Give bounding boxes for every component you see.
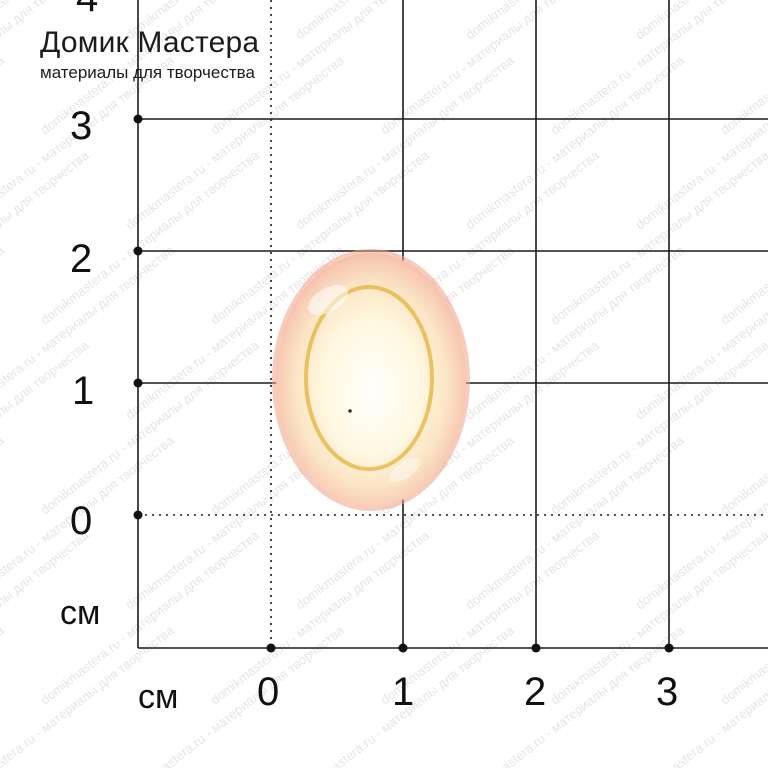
tick-dot [133,246,143,256]
grid-lines [137,0,768,649]
x-tick-label: 0 [257,670,280,714]
watermark-text: domikmastera.ru - материалы для творчест… [718,0,768,137]
tick-dot [398,643,408,653]
x-tick-label: 2 [524,670,547,714]
y-tick-label: 4 [76,0,98,18]
y-tick-label: 0 [70,499,93,543]
x-tick-label: 1 [392,670,415,714]
tick-dot [133,510,143,520]
tick-dot [266,643,276,653]
tick-dot [664,643,674,653]
watermark-text: domikmastera.ru - материалы для творчест… [0,622,7,768]
brand-title: Домик Мастера [40,26,260,59]
brand-subtitle: материалы для творчества [40,63,255,82]
tick-dot [531,643,541,653]
watermark-text: domikmastera.ru - материалы для творчест… [0,242,7,422]
watermark-text: domikmastera.ru - материалы для творчест… [0,432,7,612]
x-tick-label: 3 [656,670,679,714]
y-tick-label: 1 [72,369,95,413]
oval-cabochon [272,249,470,511]
watermark-text: domikmastera.ru - материалы для творчест… [0,52,7,232]
tick-dots [133,114,674,653]
zero-axes [138,0,768,648]
y-tick-label: 3 [70,104,93,148]
tick-dot [133,114,143,124]
tick-dot [133,378,143,388]
y-unit-label: см [60,594,101,632]
x-unit-label: см [138,678,179,716]
y-tick-label: 2 [70,237,93,281]
